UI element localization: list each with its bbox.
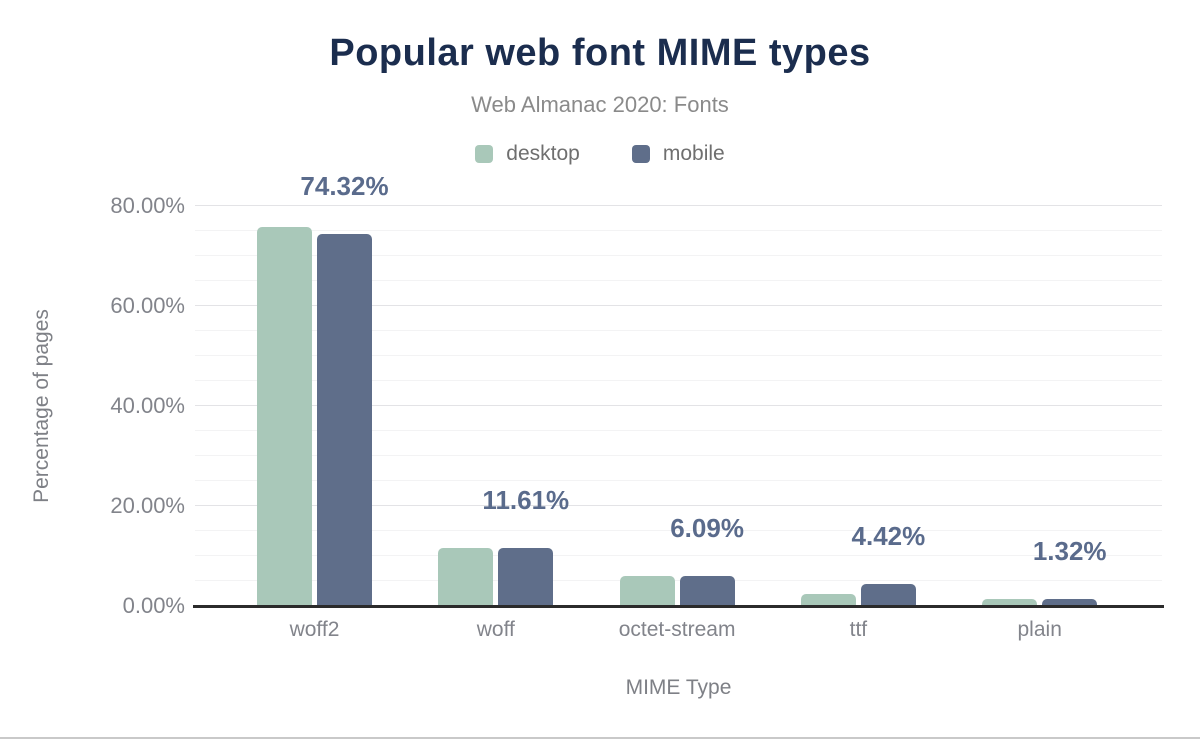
gridline-minor-45 xyxy=(195,380,1162,381)
gridline-major-40 xyxy=(195,405,1162,406)
gridline-minor-35 xyxy=(195,430,1162,431)
x-axis-ticks: woff2 woff octet-stream ttf plain xyxy=(195,618,1162,648)
gridline-minor-75 xyxy=(195,230,1162,231)
bar-ttf-mobile xyxy=(860,583,916,606)
gridline-major-80 xyxy=(195,205,1162,206)
legend-swatch-desktop-icon xyxy=(475,145,494,163)
gridline-minor-25 xyxy=(195,480,1162,481)
bar-ttf-desktop xyxy=(800,594,856,606)
x-tick-ttf: ttf xyxy=(849,618,868,641)
legend: desktop mobile xyxy=(0,142,1200,166)
gridline-major-20 xyxy=(195,505,1162,506)
data-label-ttf: 4.42% xyxy=(851,520,926,551)
bar-plain-mobile xyxy=(1042,599,1098,606)
y-axis-ticks: 0.00% 20.00% 40.00% 60.00% 80.00% xyxy=(0,195,185,617)
x-tick-plain: plain xyxy=(1017,618,1062,641)
bar-plain-desktop xyxy=(982,599,1038,606)
x-tick-octet-stream: octet-stream xyxy=(618,618,736,641)
bar-octet-stream-desktop xyxy=(619,576,675,606)
gridline-minor-30 xyxy=(195,455,1162,456)
gridline-minor-70 xyxy=(195,255,1162,256)
gridline-minor-15 xyxy=(195,530,1162,531)
gridline-minor-5 xyxy=(195,580,1162,581)
plot-area: 74.32% 11.61% 6.09% 4.42% 1.32% xyxy=(193,171,1164,608)
gridline-minor-55 xyxy=(195,330,1162,331)
y-tick-60: 60.00% xyxy=(110,293,185,318)
bar-woff2-desktop xyxy=(257,226,312,606)
legend-item-desktop[interactable]: desktop xyxy=(475,142,580,166)
data-label-woff: 11.61% xyxy=(482,484,570,515)
bar-octet-stream-mobile xyxy=(679,575,735,606)
bar-woff-mobile xyxy=(498,547,554,606)
legend-item-mobile[interactable]: mobile xyxy=(631,142,725,166)
legend-label-desktop: desktop xyxy=(506,142,580,165)
y-tick-40: 40.00% xyxy=(110,393,185,418)
legend-swatch-mobile-icon xyxy=(631,145,650,163)
data-label-plain: 1.32% xyxy=(1032,536,1107,567)
x-axis-line xyxy=(193,605,1164,608)
gridline-major-60 xyxy=(195,305,1162,306)
y-tick-20: 20.00% xyxy=(110,493,185,518)
bottom-divider xyxy=(0,737,1200,739)
y-tick-0: 0.00% xyxy=(122,593,185,618)
data-label-octet-stream: 6.09% xyxy=(670,512,744,543)
gridline-minor-50 xyxy=(195,355,1162,356)
gridline-minor-10 xyxy=(195,555,1162,556)
bar-woff2-mobile xyxy=(317,234,372,606)
bar-woff-desktop xyxy=(438,548,494,606)
chart-title: Popular web font MIME types xyxy=(329,32,871,74)
chart-subtitle: Web Almanac 2020: Fonts xyxy=(471,92,729,117)
x-tick-woff2: woff2 xyxy=(289,618,340,641)
legend-label-mobile: mobile xyxy=(662,142,725,165)
gridline-minor-65 xyxy=(195,280,1162,281)
y-tick-80: 80.00% xyxy=(110,193,185,218)
x-tick-woff: woff xyxy=(476,618,515,641)
x-axis-title: MIME Type xyxy=(625,676,732,699)
data-label-woff2: 74.32% xyxy=(300,171,389,202)
